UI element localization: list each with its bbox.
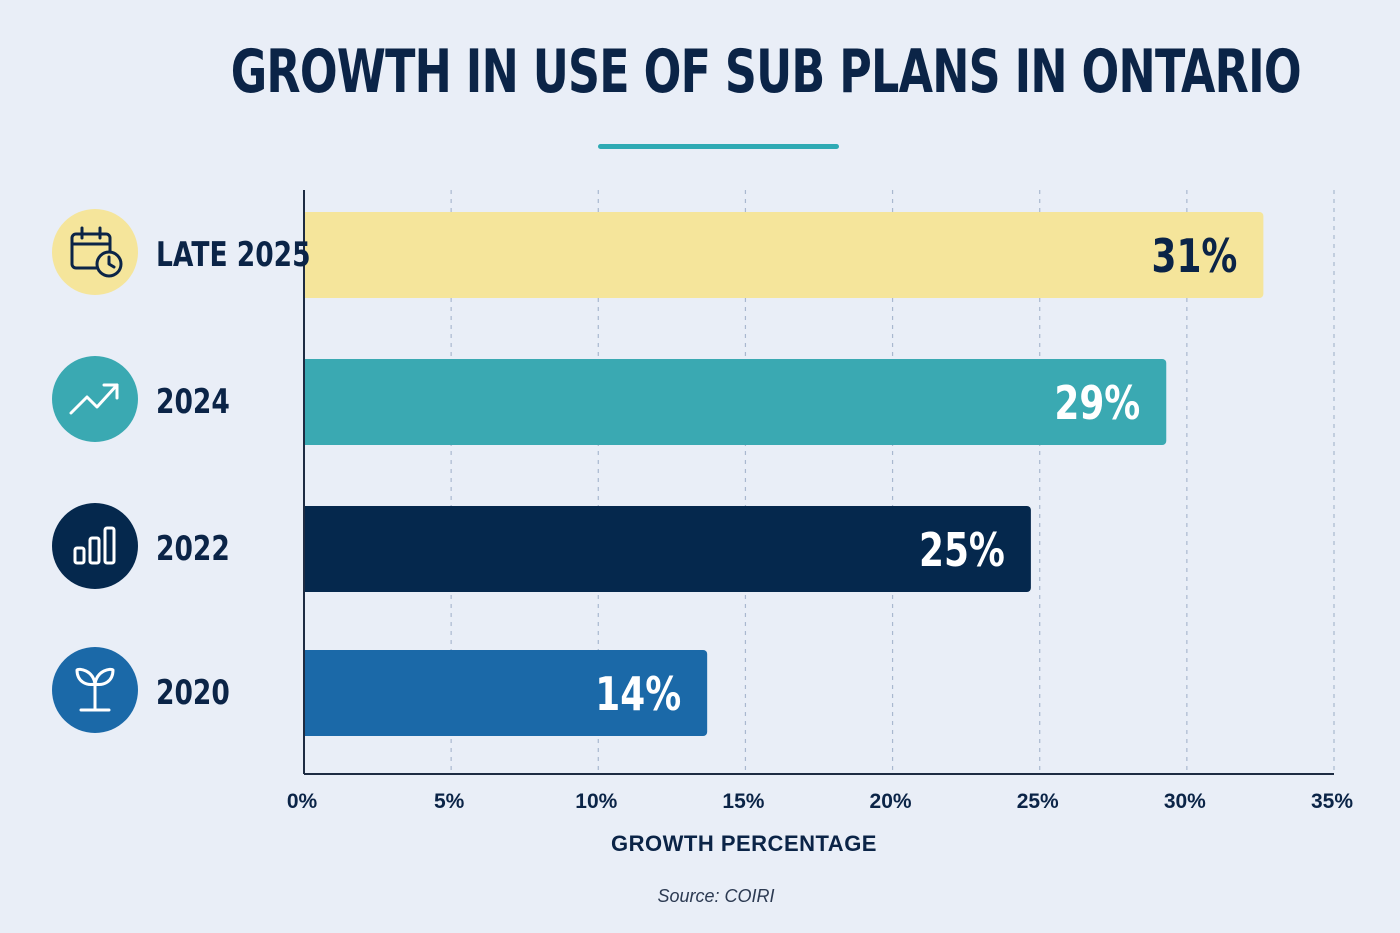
chart-title: GROWTH IN USE OF SUB PLANS IN ONTARIO — [230, 37, 1302, 107]
x-tick-labels: 0% 5% 10% 15% 20% 25% 30% 35% — [287, 790, 1354, 813]
x-axis-label: GROWTH PERCENTAGE — [611, 831, 877, 856]
x-tick-label: 25% — [1017, 790, 1059, 813]
category-label: LATE 2025 — [156, 236, 311, 275]
bar-left-edge — [304, 506, 312, 592]
source-note: Source: COIRI — [657, 886, 775, 906]
bars: 31% 29% 25% 14% — [304, 212, 1264, 736]
bar-left-edge — [304, 212, 312, 298]
bar-chart-icon — [52, 503, 138, 589]
x-tick-label: 0% — [287, 790, 318, 813]
sprout-icon — [52, 647, 138, 733]
icon-badge — [52, 209, 138, 295]
data-label: 25% — [919, 524, 1005, 578]
bar-left-edge — [304, 359, 312, 445]
bar — [304, 650, 708, 736]
data-label: 29% — [1054, 377, 1140, 431]
x-tick-label: 10% — [575, 790, 617, 813]
bar — [304, 506, 1031, 592]
calendar-clock-icon — [52, 209, 138, 295]
icon-badge — [52, 503, 138, 589]
category-labels: LATE 2025 2024 2022 2020 — [52, 209, 311, 733]
x-tick-label: 20% — [870, 790, 912, 813]
x-tick-label: 35% — [1311, 790, 1353, 813]
trending-up-icon — [52, 356, 138, 442]
bar — [304, 212, 1264, 298]
x-tick-label: 5% — [434, 790, 465, 813]
x-tick-label: 30% — [1164, 790, 1206, 813]
bar — [304, 359, 1167, 445]
title-underline — [598, 144, 839, 149]
icon-badge — [52, 356, 138, 442]
category-label: 2024 — [156, 383, 230, 422]
category-label: 2020 — [156, 674, 230, 713]
data-label: 14% — [595, 668, 681, 722]
bar-left-edge — [304, 650, 312, 736]
data-label: 31% — [1151, 230, 1237, 284]
x-tick-label: 15% — [722, 790, 764, 813]
category-label: 2022 — [156, 530, 230, 569]
